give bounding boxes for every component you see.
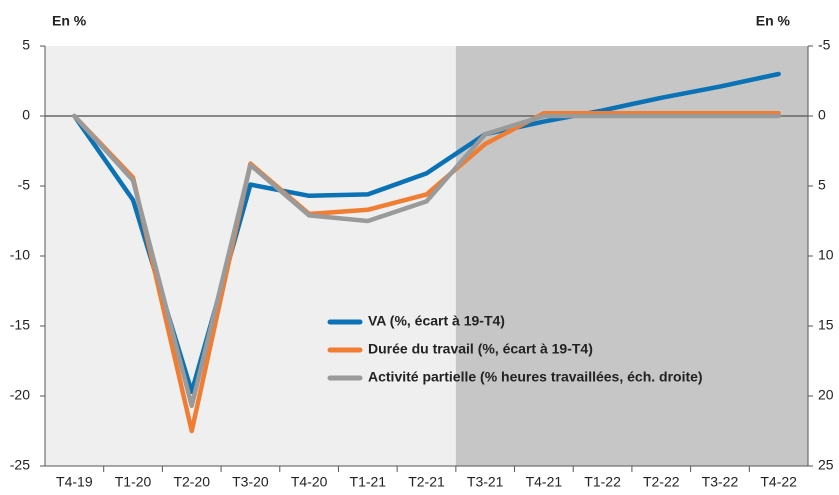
y2-tick-label: -5	[818, 37, 831, 53]
y-tick-label: 0	[22, 107, 30, 123]
legend-label: Durée du travail (%, écart à 19-T4)	[368, 341, 593, 357]
y2-tick-label: 15	[818, 317, 834, 333]
x-tick-label: T3-21	[467, 474, 504, 490]
y-tick-label: 5	[22, 37, 30, 53]
y-tick-label: -25	[10, 457, 30, 473]
legend-label: VA (%, écart à 19-T4)	[368, 313, 505, 329]
plot-background	[45, 46, 456, 466]
series-line	[72, 113, 781, 409]
y-tick-label: -5	[18, 177, 31, 193]
x-tick-label: T4-20	[291, 474, 328, 490]
y-tick-label: -20	[10, 387, 30, 403]
y-tick-label: -15	[10, 317, 30, 333]
series-line	[72, 110, 781, 434]
legend-label: Activité partielle (% heures travaillées…	[368, 369, 703, 385]
x-tick-label: T4-21	[526, 474, 563, 490]
y2-tick-label: 25	[818, 457, 834, 473]
y2-axis-label: En %	[756, 13, 791, 29]
y-tick-label: -10	[10, 247, 30, 263]
x-tick-label: T2-20	[173, 474, 210, 490]
y2-tick-label: 0	[818, 107, 826, 123]
y2-tick-label: 5	[818, 177, 826, 193]
x-tick-label: T2-21	[408, 474, 445, 490]
forecast-shade	[455, 46, 808, 466]
x-tick-label: T3-22	[702, 474, 739, 490]
x-tick-label: T1-22	[584, 474, 621, 490]
x-tick-label: T1-21	[350, 474, 387, 490]
x-tick-label: T1-20	[115, 474, 152, 490]
y2-tick-label: 20	[818, 387, 834, 403]
x-tick-label: T4-22	[760, 474, 797, 490]
x-tick-label: T2-22	[643, 474, 680, 490]
x-tick-label: T3-20	[232, 474, 269, 490]
series-line	[72, 71, 781, 395]
x-tick-label: T4-19	[56, 474, 93, 490]
y-axis-label: En %	[52, 13, 87, 29]
y2-tick-label: 10	[818, 247, 834, 263]
